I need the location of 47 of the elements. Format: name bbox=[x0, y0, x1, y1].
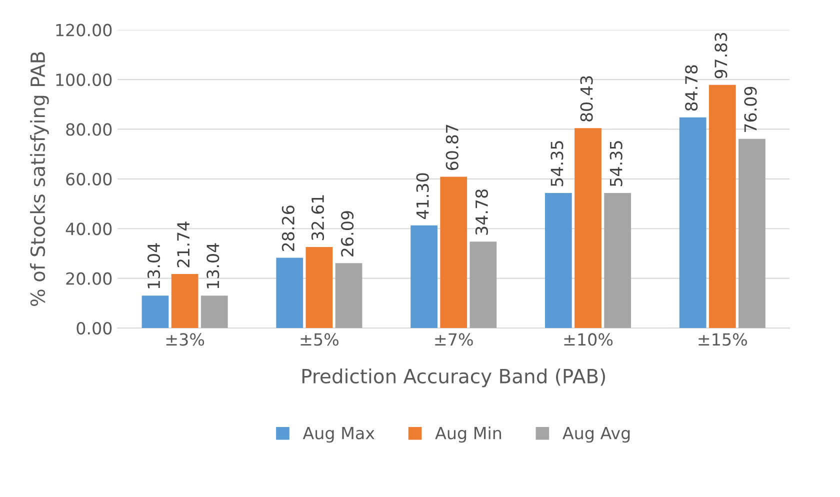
bar bbox=[142, 296, 169, 328]
bar bbox=[574, 128, 602, 328]
y-tick-label: 80.00 bbox=[66, 123, 112, 136]
bar bbox=[544, 192, 572, 328]
bar bbox=[708, 84, 736, 328]
bar bbox=[171, 274, 198, 328]
x-tick-label: ±15% bbox=[698, 333, 747, 346]
y-axis-title: % of Stocks satisfying PAB bbox=[30, 52, 49, 306]
bar bbox=[306, 246, 333, 328]
bar bbox=[679, 117, 706, 328]
data-label: 21.74 bbox=[177, 222, 190, 268]
legend-label: Aug Min bbox=[435, 426, 502, 443]
data-label: 13.04 bbox=[147, 243, 160, 288]
y-tick-label: 120.00 bbox=[56, 24, 112, 36]
data-label: 34.78 bbox=[475, 189, 488, 235]
bar bbox=[738, 138, 766, 328]
x-tick-label: ±7% bbox=[435, 333, 473, 346]
data-label: 41.30 bbox=[416, 173, 429, 220]
x-tick-label: ±10% bbox=[564, 333, 613, 346]
data-label: 84.78 bbox=[685, 65, 698, 111]
data-label: 54.35 bbox=[610, 141, 622, 186]
data-label: 28.26 bbox=[282, 206, 294, 252]
bar bbox=[604, 192, 632, 328]
x-axis-title: Prediction Accuracy Band (PAB) bbox=[302, 368, 605, 388]
data-label: 60.87 bbox=[446, 124, 458, 170]
bar bbox=[200, 296, 228, 328]
data-label: 76.09 bbox=[744, 86, 757, 132]
data-label: 54.35 bbox=[550, 141, 564, 186]
legend-label: Aug Max bbox=[302, 427, 374, 443]
data-label: 80.43 bbox=[580, 76, 593, 122]
y-tick-label: 20.00 bbox=[66, 272, 112, 285]
x-tick-label: ±5% bbox=[300, 333, 338, 346]
y-tick-label: 40.00 bbox=[66, 222, 112, 236]
bar bbox=[335, 263, 362, 328]
data-label: 32.61 bbox=[311, 195, 324, 240]
x-tick-label: ±3% bbox=[166, 333, 204, 346]
data-label: 13.04 bbox=[206, 243, 220, 288]
bar bbox=[410, 225, 438, 328]
y-tick-label: 100.00 bbox=[56, 73, 112, 86]
bar bbox=[440, 176, 468, 328]
legend-label: Aug Avg bbox=[562, 427, 630, 443]
bar bbox=[276, 258, 304, 328]
bar bbox=[470, 242, 497, 328]
data-label: 97.83 bbox=[714, 32, 728, 78]
data-label: 26.09 bbox=[340, 211, 354, 256]
y-tick-label: 0.00 bbox=[76, 322, 112, 335]
y-tick-label: 60.00 bbox=[66, 172, 112, 186]
